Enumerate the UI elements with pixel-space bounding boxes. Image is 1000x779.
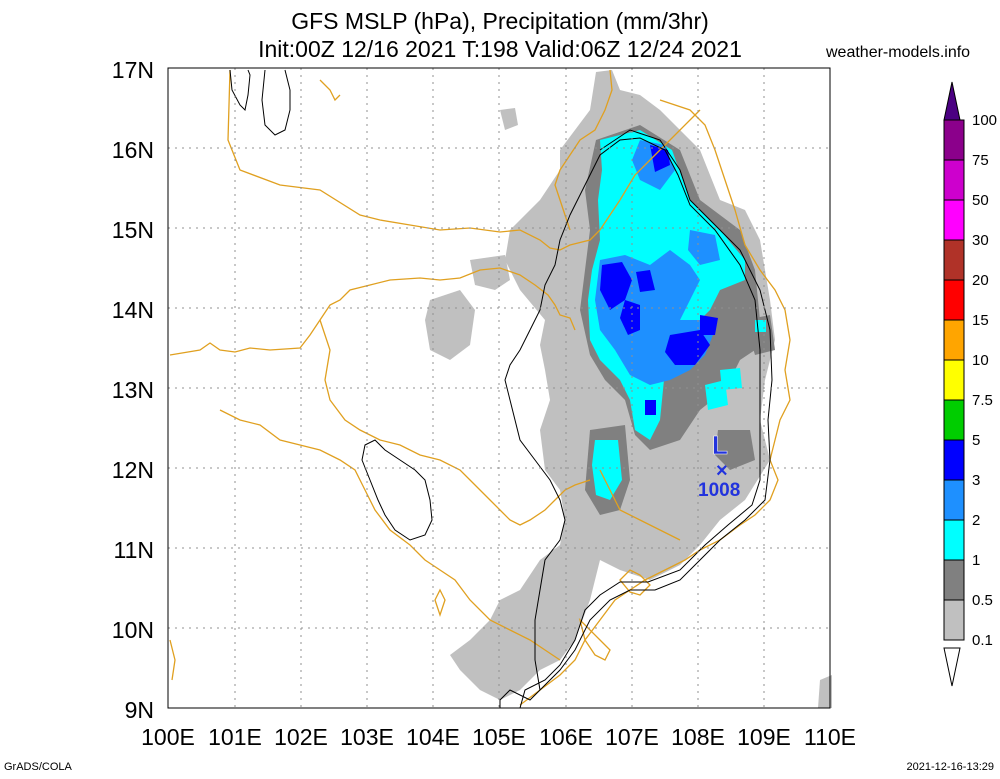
low-pressure-center: L × 1008 xyxy=(698,430,740,501)
precip-blue xyxy=(600,145,718,415)
legend-label: 75 xyxy=(972,152,989,169)
credit-label: GrADS/COLA xyxy=(4,761,72,773)
map-frame xyxy=(167,67,831,709)
lat-label: 15N xyxy=(111,217,154,243)
coastlines xyxy=(169,69,791,706)
precip-area-west2 xyxy=(470,255,510,290)
chart-title-line1: GFS MSLP (hPa), Precipitation (mm/3hr) xyxy=(291,8,709,34)
lat-label: 14N xyxy=(111,297,154,323)
precip-area-small xyxy=(500,108,518,130)
legend-top-triangle xyxy=(943,81,961,121)
lat-label: 17N xyxy=(111,57,154,83)
legend-label: 30 xyxy=(972,232,989,249)
brand-label: weather-models.info xyxy=(826,44,971,61)
lon-label: 108E xyxy=(671,724,725,750)
isobar-north xyxy=(229,69,251,112)
lon-label: 104E xyxy=(406,724,460,750)
isobar-1008 xyxy=(499,129,773,709)
lat-label: 13N xyxy=(111,377,154,403)
timestamp-label: 2021-12-16-13:29 xyxy=(906,761,994,773)
lat-label: 16N xyxy=(111,137,154,163)
lon-label: 110E xyxy=(803,724,856,750)
isobar-island xyxy=(361,439,433,541)
isobars xyxy=(229,69,773,709)
legend-label: 10 xyxy=(972,352,989,369)
legend-label: 15 xyxy=(972,312,989,329)
lat-label: 10N xyxy=(111,617,154,643)
gridlines xyxy=(168,68,830,708)
legend-label: 7.5 xyxy=(972,392,993,409)
legend-label: 1 xyxy=(972,552,981,569)
legend-label: 50 xyxy=(972,192,989,209)
low-marker: × xyxy=(716,460,728,482)
lon-label: 107E xyxy=(605,724,659,750)
lon-label: 103E xyxy=(340,724,394,750)
legend-label: 100 xyxy=(972,112,998,129)
lat-label: 9N xyxy=(124,697,154,723)
legend-label: 20 xyxy=(972,272,989,289)
lon-label: 101E xyxy=(208,724,262,750)
legend-label: 3 xyxy=(972,472,981,489)
lon-label: 100E xyxy=(141,724,195,750)
low-pressure-value: 1008 xyxy=(698,480,740,501)
precip-area-se xyxy=(818,675,832,708)
legend-label: 5 xyxy=(972,432,981,449)
lat-label: 12N xyxy=(111,457,154,483)
legend-colorbar xyxy=(943,81,965,687)
lon-label: 106E xyxy=(539,724,593,750)
chart-title-line2: Init:00Z 12/16 2021 T:198 Valid:06Z 12/2… xyxy=(258,36,742,62)
isobar-north2 xyxy=(261,69,291,136)
legend-bottom-triangle xyxy=(943,647,961,687)
lon-label: 102E xyxy=(274,724,328,750)
lon-label: 109E xyxy=(737,724,791,750)
legend-label: 0.1 xyxy=(972,632,993,649)
lon-label: 105E xyxy=(472,724,526,750)
lat-label: 11N xyxy=(113,537,155,563)
low-symbol: L xyxy=(712,430,728,460)
legend-label: 0.5 xyxy=(972,592,993,609)
legend-label: 2 xyxy=(972,512,981,529)
